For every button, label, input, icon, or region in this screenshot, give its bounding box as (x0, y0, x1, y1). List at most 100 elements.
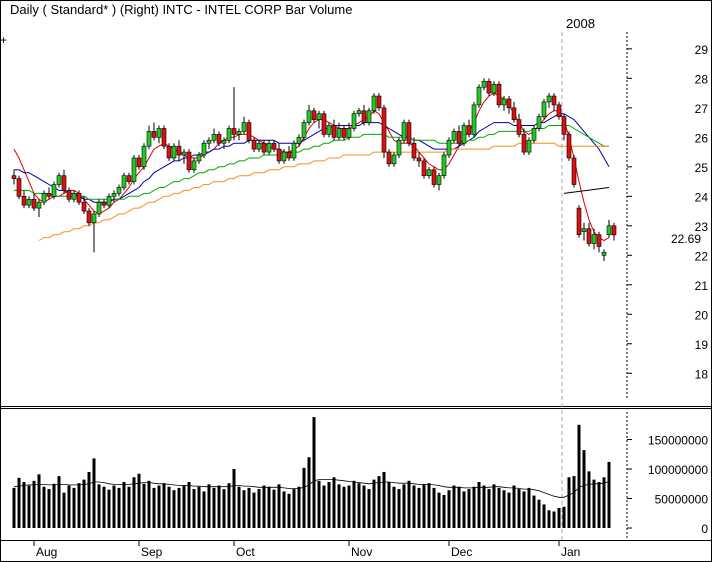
candle-body (36, 201, 42, 209)
candle-body (516, 119, 522, 135)
candle (51, 181, 57, 200)
volume-bar (47, 489, 51, 528)
month-label: Nov (351, 545, 372, 559)
candle (581, 222, 587, 241)
candle (286, 146, 292, 161)
candle-body (386, 151, 392, 165)
volume-bar (112, 485, 116, 528)
price-tick-label: 19 (695, 338, 709, 352)
candle (151, 122, 157, 141)
candle-body (556, 104, 562, 117)
candle-body (346, 128, 352, 138)
candle (546, 93, 552, 108)
candle-body (461, 125, 467, 144)
candle (86, 208, 92, 226)
candle-body (451, 131, 457, 141)
candle (131, 155, 137, 185)
volume-bar (347, 485, 351, 528)
candle-body (111, 193, 117, 197)
volume-bar (322, 485, 326, 528)
candle (111, 190, 117, 203)
candle-body (436, 175, 442, 185)
volume-bar (167, 486, 171, 528)
candle (171, 143, 177, 161)
candle-body (601, 252, 607, 256)
volume-bar (222, 489, 226, 528)
candle-body (571, 157, 577, 185)
volume-bar (217, 485, 221, 528)
candle (321, 110, 327, 138)
candle-body (586, 228, 592, 244)
volume-bar (337, 484, 341, 528)
candle (71, 190, 77, 203)
candle (121, 172, 127, 191)
volume-bar (557, 507, 561, 528)
candle-body (66, 190, 72, 200)
volume-bar (12, 487, 16, 528)
candle (31, 193, 37, 212)
price-tick-label: 21 (695, 279, 709, 293)
candle-body (81, 201, 87, 212)
volume-bar (402, 484, 406, 528)
candle (556, 101, 562, 120)
candle-body (261, 142, 267, 153)
volume-bar (77, 483, 81, 528)
candle-body (406, 122, 412, 144)
candle (26, 196, 32, 209)
candle-body (531, 128, 537, 141)
candle-body (316, 113, 322, 120)
volume-bar (277, 484, 281, 528)
candle-body (236, 131, 242, 135)
volume-bar (437, 492, 441, 528)
candle-body (151, 131, 157, 138)
volume-bar (97, 484, 101, 528)
candle (246, 119, 252, 144)
candle-body (246, 122, 252, 141)
candle-body (381, 107, 387, 153)
volume-bar (607, 461, 611, 528)
candle-body (476, 86, 482, 106)
month-label: Sep (141, 545, 163, 559)
candle (551, 93, 557, 111)
volume-bar (387, 482, 391, 528)
candle-body (121, 175, 127, 188)
candle-body (421, 160, 427, 176)
candle (201, 140, 207, 158)
volume-bar (52, 483, 56, 528)
volume-bar (542, 504, 546, 528)
price-tick-label: 24 (695, 190, 709, 204)
candle (371, 93, 377, 114)
candle (256, 140, 262, 153)
candle (366, 107, 372, 126)
candle (466, 119, 472, 138)
candle (311, 107, 317, 123)
volume-bar (162, 483, 166, 528)
candle (531, 125, 537, 144)
volume-bar (142, 483, 146, 528)
candle (156, 125, 162, 144)
price-tick-label: 20 (695, 308, 709, 322)
volume-bar (567, 477, 571, 528)
candle (176, 140, 182, 161)
candle-body (206, 139, 212, 144)
volume-bar (537, 499, 541, 528)
volume-bar (247, 487, 251, 528)
volume-bar (232, 469, 236, 528)
candle-body (366, 110, 372, 123)
volume-bar (32, 480, 36, 528)
volume-bar (37, 474, 41, 528)
candle-body (331, 125, 337, 138)
candle (261, 140, 267, 156)
volume-bar (312, 417, 316, 528)
candle-body (361, 110, 367, 123)
candle (41, 190, 47, 206)
volume-bar (177, 487, 181, 528)
candle-body (266, 142, 272, 153)
chart-title: Daily ( Standard* ) (Right) INTC - INTEL… (10, 2, 352, 17)
candle-body (156, 128, 162, 138)
candle-body (16, 178, 22, 197)
candle (331, 119, 337, 141)
candle (21, 190, 27, 209)
